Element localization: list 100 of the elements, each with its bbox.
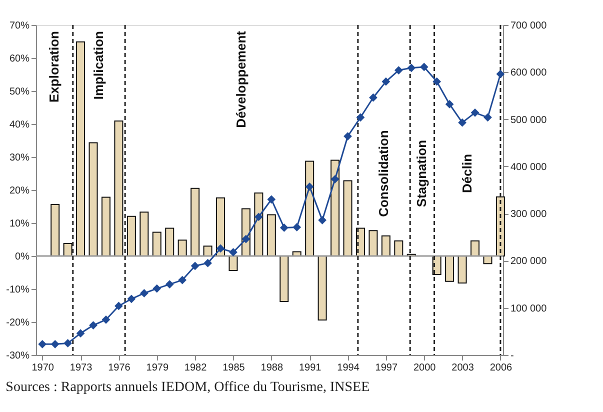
point [114,302,123,310]
point [382,77,390,86]
point [38,340,47,348]
point [470,108,480,117]
bar [280,256,289,302]
point [242,234,250,244]
bar [458,256,467,284]
point [344,132,352,140]
point [330,174,340,184]
y-tick-label: -30% [6,350,30,362]
point [140,289,148,298]
bar [152,232,162,256]
point [89,321,98,330]
y2-tick-label: 300 000 [510,209,548,220]
bar [50,204,60,256]
annotation: Déclin [459,154,474,194]
source-note: Sources : Rapports annuels IEDOM, Office du Tourisme, INSEE [6,380,370,395]
annotation: Développement [234,30,249,128]
x-tick-label: 1973 [70,362,93,374]
point [445,100,454,108]
point [127,294,136,304]
x-tick-label: 1979 [146,362,169,374]
bar [190,188,200,256]
x-tick-label: 1970 [32,362,54,374]
x-tick-label: 1976 [108,362,131,374]
bar [343,180,352,256]
point [305,182,314,191]
point [204,258,212,268]
bar [318,256,327,321]
point [496,70,505,78]
bar [140,212,149,256]
bar [368,230,378,256]
point [369,93,378,102]
y-tick-label: 60% [9,54,30,64]
y-tick-label: -10% [6,284,30,296]
x-tick-label: 1994 [337,362,360,374]
bar [126,216,136,256]
point [178,276,187,284]
x-tick-label: 2000 [413,362,436,374]
x-tick-label: 1985 [222,362,246,374]
y-tick-label: 0% [15,252,30,262]
bar [254,192,264,256]
point [152,284,162,293]
point [216,244,225,253]
point [484,113,492,122]
annotation: Consolidation [376,130,392,217]
bar [101,196,110,256]
bar [178,240,187,256]
point [407,64,416,72]
bar [88,142,98,256]
bar [114,120,124,256]
bar [496,196,505,256]
x-tick-label: 1997 [375,362,398,374]
bar [330,160,340,256]
bar [63,242,72,256]
bar [76,41,86,256]
y-tick-label: 70% [9,20,30,32]
bar [203,246,212,256]
point [432,77,442,86]
x-tick-label: 1991 [298,362,322,374]
point [229,248,238,256]
annotation: Implication [90,30,106,100]
bar [228,256,238,272]
point [280,224,288,232]
y2-tick-label: 700 000 [510,20,548,32]
bar [445,256,454,282]
point [458,118,466,127]
x-tick-label: 2003 [452,362,474,374]
point [190,262,200,270]
annotation: Exploration [46,30,62,103]
bar [165,228,174,256]
point [50,340,60,348]
y2-tick-label: 100 000 [510,303,548,314]
y-tick-label: 40% [9,120,30,130]
point [420,62,428,72]
y2-tick-label: 400 000 [510,162,548,173]
x-tick-label: 2006 [490,362,513,374]
y-tick-label: 10% [9,218,30,230]
point [102,315,110,324]
point [64,339,72,348]
bar [266,214,276,256]
y2-tick-label: 200 000 [510,256,548,268]
annotation: Stagnation [414,140,430,208]
y-tick-label: 30% [9,152,30,164]
point [292,223,302,232]
y2-tick-label: 500 000 [510,114,548,126]
x-tick-label: 1988 [260,362,284,374]
point [254,212,263,222]
bar [470,240,480,256]
bar [216,197,226,256]
y2-tick-label: - [510,350,514,362]
point [318,216,326,224]
y-tick-label: 20% [9,186,30,196]
bar [381,235,390,256]
point [76,329,85,338]
point [165,280,174,288]
y2-tick-label: 600 000 [510,68,548,79]
x-tick-label: 1982 [184,362,208,374]
point [356,113,365,122]
y-tick-label: -20% [6,318,30,328]
